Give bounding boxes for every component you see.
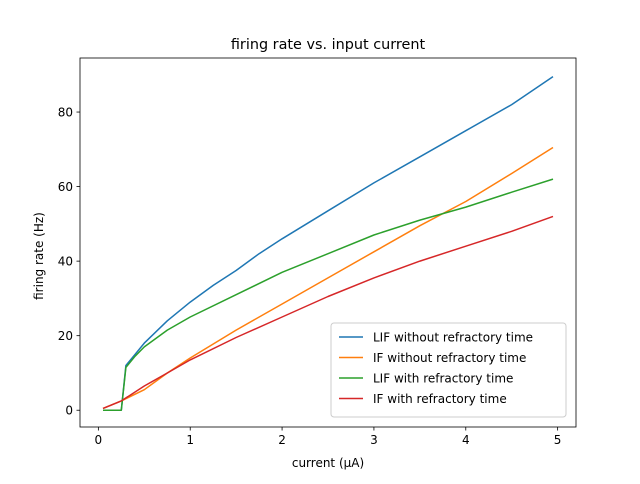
series-line-2 (102, 146, 554, 410)
y-tick-label: 20 (58, 329, 73, 343)
legend-label: LIF without refractory time (373, 331, 533, 345)
legend-label: IF with refractory time (373, 392, 507, 406)
legend: LIF without refractory time IF without re… (330, 322, 567, 418)
legend-label: IF without refractory time (373, 351, 526, 365)
chart-title: firing rate vs. input current (231, 37, 426, 53)
x-tick-label: 4 (462, 433, 470, 447)
legend-label: LIF with refractory time (373, 372, 513, 386)
x-tick-label: 2 (278, 433, 286, 447)
x-axis-ticks: 0 1 2 3 4 5 (95, 427, 562, 447)
plot-frame (79, 57, 577, 428)
series-line-1 (103, 75, 554, 411)
x-axis-label: current (µA) (292, 456, 364, 470)
x-tick-label: 1 (186, 433, 194, 447)
x-tick-label: 0 (95, 433, 103, 447)
series-line-3 (103, 178, 554, 411)
y-tick-label: 40 (58, 255, 73, 269)
y-axis-ticks: 0 20 40 60 80 (58, 106, 80, 418)
y-axis-label: firing rate (Hz) (32, 212, 46, 300)
legend-box (330, 322, 567, 418)
x-tick-label: 3 (370, 433, 378, 447)
y-tick-label: 60 (58, 180, 73, 194)
y-tick-label: 0 (65, 404, 73, 418)
y-tick-label: 80 (58, 106, 73, 120)
x-tick-label: 5 (554, 433, 562, 447)
series-layer (102, 75, 554, 411)
series-line-4 (102, 215, 554, 410)
